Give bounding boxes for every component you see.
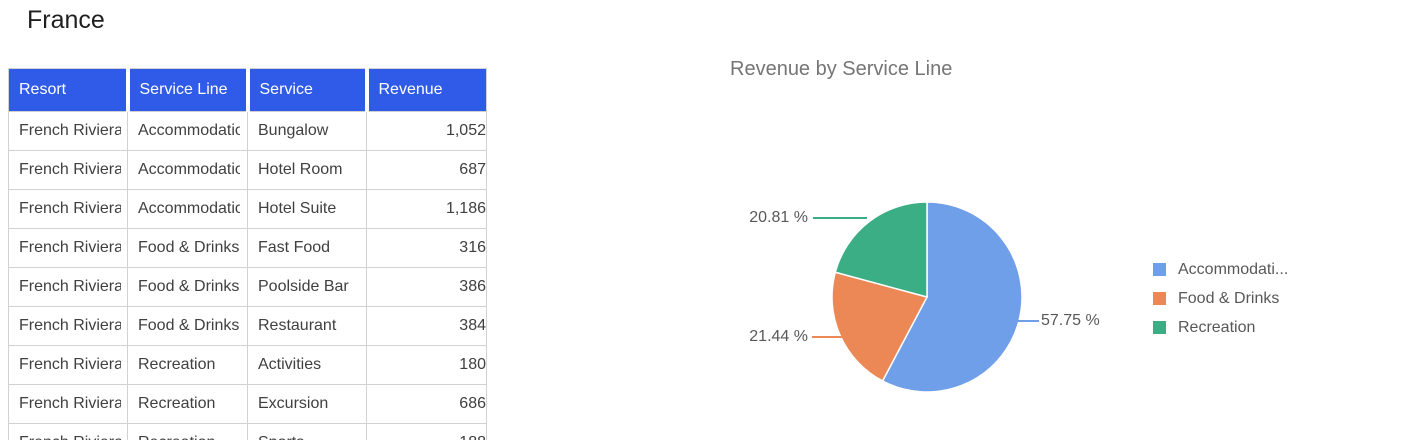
- table-header-row: Resort Service Line Service Revenue: [8, 68, 487, 112]
- chart-title: Revenue by Service Line: [730, 58, 953, 80]
- cell-service: Fast Food: [247, 228, 367, 268]
- cell-resort: French Riviera: [8, 189, 128, 229]
- cell-service-line: Food & Drinks: [127, 267, 248, 307]
- cell-service-line: Food & Drinks: [127, 306, 248, 346]
- cell-resort: French Riviera: [8, 423, 128, 440]
- cell-service: Restaurant: [247, 306, 367, 346]
- legend-swatch-recreation: [1153, 321, 1166, 334]
- column-header-resort: Resort: [8, 68, 130, 112]
- legend-swatch-food-drinks: [1153, 292, 1166, 305]
- table-row: French Riviera Recreation Activities 180: [8, 345, 487, 385]
- callout-line-recreation: [813, 217, 867, 219]
- cell-service-line: Recreation: [127, 423, 248, 440]
- cell-resort: French Riviera: [8, 228, 128, 268]
- column-header-service: Service: [247, 68, 369, 112]
- revenue-table: Resort Service Line Service Revenue Fren…: [8, 68, 487, 440]
- pie-slice-food-drinks[interactable]: [831, 271, 929, 382]
- table-row: French Riviera Food & Drinks Fast Food 3…: [8, 228, 487, 268]
- cell-service: Hotel Room: [247, 150, 367, 190]
- legend-label-accommodation: Accommodati...: [1178, 261, 1289, 278]
- table-row: French Riviera Accommodation Hotel Room …: [8, 150, 487, 190]
- page-title: France: [27, 6, 105, 34]
- callout-line-food-drinks: [812, 336, 855, 338]
- chart-legend: Accommodati... Food & Drinks Recreation: [1153, 261, 1288, 348]
- pie-slice-accommodation[interactable]: [881, 201, 1023, 393]
- cell-revenue: 386: [366, 267, 487, 307]
- cell-service: Hotel Suite: [247, 189, 367, 229]
- cell-service-line: Accommodation: [127, 150, 248, 190]
- cell-revenue: 686: [366, 384, 487, 424]
- pie-chart[interactable]: [831, 201, 1023, 393]
- table-row: French Riviera Food & Drinks Restaurant …: [8, 306, 487, 346]
- cell-resort: French Riviera: [8, 384, 128, 424]
- cell-service: Bungalow: [247, 111, 367, 151]
- column-header-service-line: Service Line: [127, 68, 250, 112]
- cell-resort: French Riviera: [8, 306, 128, 346]
- table-body: French Riviera Accommodation Bungalow 1,…: [8, 111, 487, 440]
- pie-label-food-drinks: 21.44 %: [749, 328, 808, 345]
- cell-resort: French Riviera: [8, 345, 128, 385]
- legend-item-recreation[interactable]: Recreation: [1153, 319, 1288, 336]
- cell-revenue: 188: [366, 423, 487, 440]
- cell-service-line: Recreation: [127, 384, 248, 424]
- legend-swatch-accommodation: [1153, 263, 1166, 276]
- legend-label-food-drinks: Food & Drinks: [1178, 290, 1280, 307]
- cell-revenue: 384: [366, 306, 487, 346]
- cell-revenue: 1,052: [366, 111, 487, 151]
- table-row: French Riviera Food & Drinks Poolside Ba…: [8, 267, 487, 307]
- legend-item-accommodation[interactable]: Accommodati...: [1153, 261, 1288, 278]
- revenue-by-service-line-chart: Revenue by Service Line 20.81 % 21.44 % …: [700, 50, 1411, 440]
- cell-service: Poolside Bar: [247, 267, 367, 307]
- callout-line-accommodation: [1018, 320, 1039, 322]
- cell-resort: French Riviera: [8, 111, 128, 151]
- cell-revenue: 1,186: [366, 189, 487, 229]
- cell-resort: French Riviera: [8, 150, 128, 190]
- table-row: French Riviera Accommodation Bungalow 1,…: [8, 111, 487, 151]
- cell-resort: French Riviera: [8, 267, 128, 307]
- cell-service-line: Recreation: [127, 345, 248, 385]
- cell-service: Sports: [247, 423, 367, 440]
- legend-item-food-drinks[interactable]: Food & Drinks: [1153, 290, 1288, 307]
- table-row: French Riviera Recreation Sports 188: [8, 423, 487, 440]
- cell-service-line: Accommodation: [127, 189, 248, 229]
- cell-revenue: 316: [366, 228, 487, 268]
- cell-service-line: Food & Drinks: [127, 228, 248, 268]
- cell-service-line: Accommodation: [127, 111, 248, 151]
- pie-slice-recreation[interactable]: [834, 201, 928, 298]
- cell-service: Activities: [247, 345, 367, 385]
- legend-label-recreation: Recreation: [1178, 319, 1256, 336]
- cell-revenue: 687: [366, 150, 487, 190]
- pie-label-accommodation: 57.75 %: [1041, 312, 1100, 329]
- column-header-revenue: Revenue: [366, 68, 487, 112]
- table-row: French Riviera Accommodation Hotel Suite…: [8, 189, 487, 229]
- pie-label-recreation: 20.81 %: [749, 209, 808, 226]
- cell-service: Excursion: [247, 384, 367, 424]
- table-row: French Riviera Recreation Excursion 686: [8, 384, 487, 424]
- cell-revenue: 180: [366, 345, 487, 385]
